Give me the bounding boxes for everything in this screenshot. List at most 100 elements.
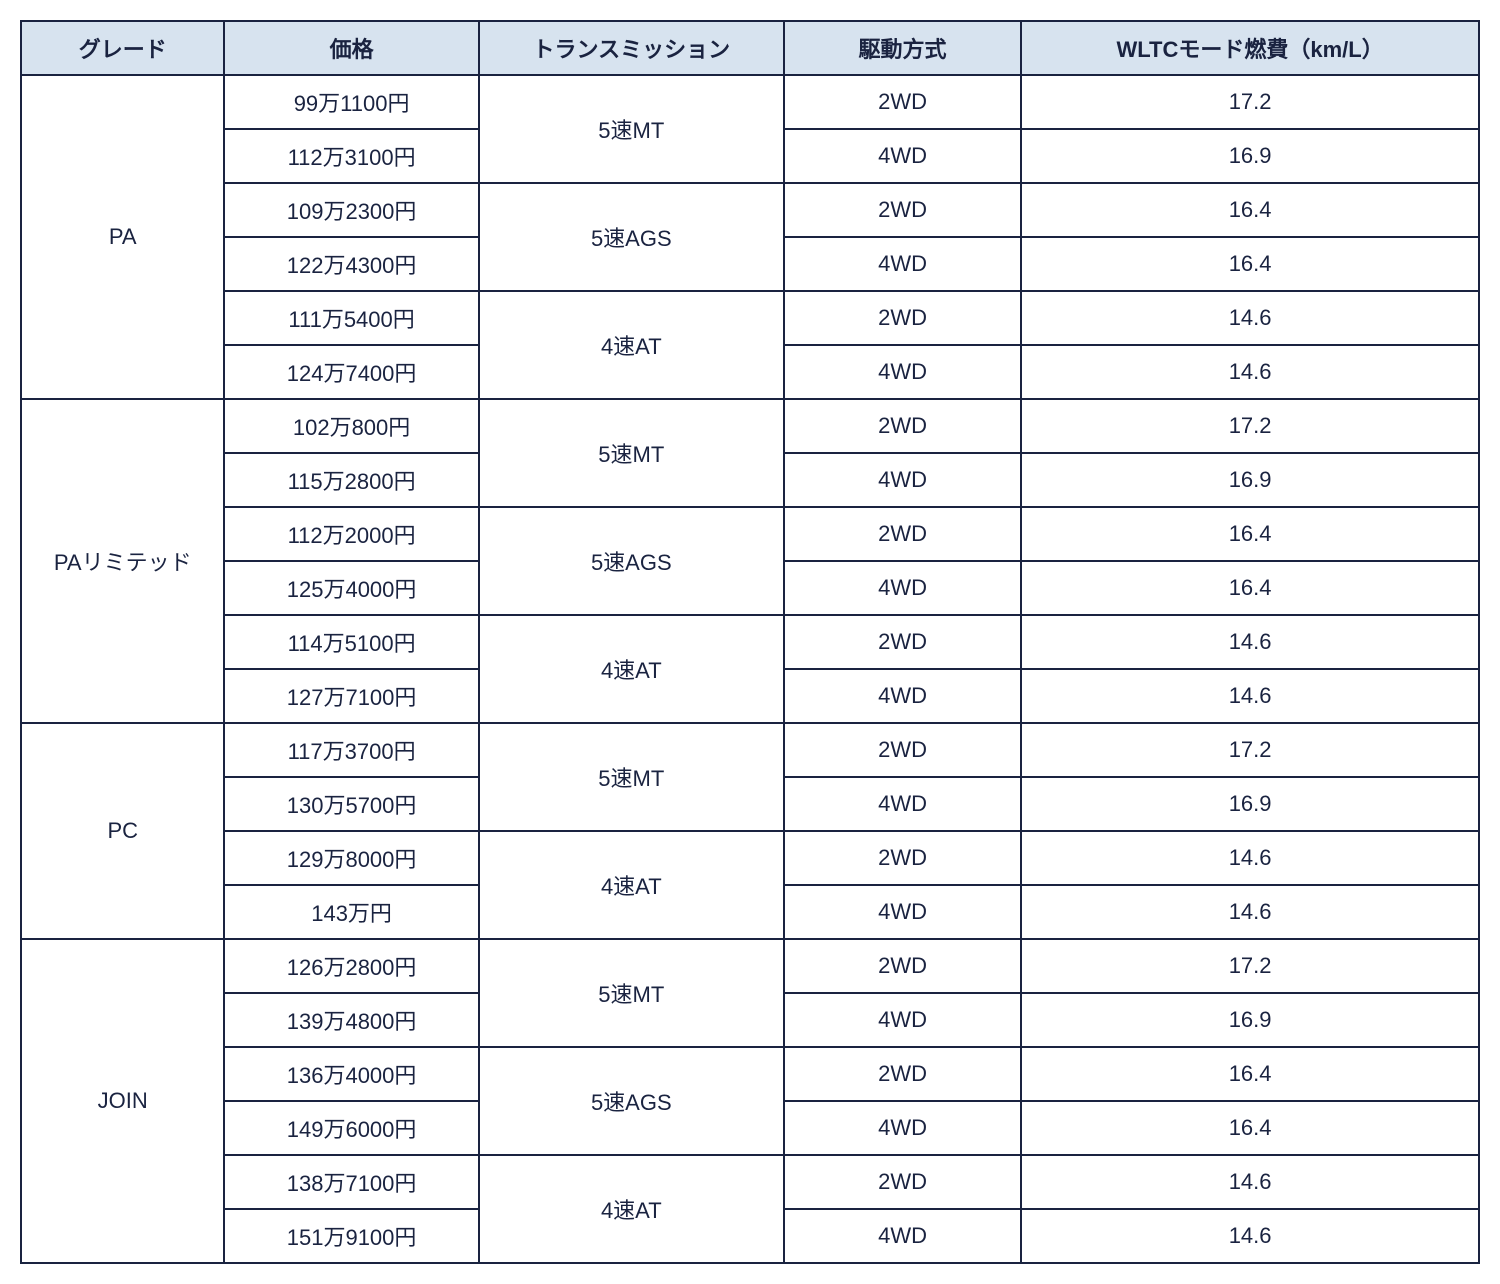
table-header-row: グレード 価格 トランスミッション 駆動方式 WLTCモード燃費（km/L） xyxy=(21,21,1479,75)
price-cell: 111万5400円 xyxy=(224,291,478,345)
price-cell: 109万2300円 xyxy=(224,183,478,237)
price-cell: 136万4000円 xyxy=(224,1047,478,1101)
transmission-cell: 5速MT xyxy=(479,723,784,831)
drive-cell: 2WD xyxy=(784,507,1021,561)
drive-cell: 4WD xyxy=(784,777,1021,831)
fuel-cell: 14.6 xyxy=(1021,1155,1479,1209)
table-row: 111万5400円4速AT2WD14.6 xyxy=(21,291,1479,345)
drive-cell: 2WD xyxy=(784,75,1021,129)
col-header-price: 価格 xyxy=(224,21,478,75)
grade-cell: PC xyxy=(21,723,224,939)
table-row: PA99万1100円5速MT2WD17.2 xyxy=(21,75,1479,129)
fuel-cell: 16.9 xyxy=(1021,993,1479,1047)
drive-cell: 2WD xyxy=(784,1047,1021,1101)
fuel-cell: 16.9 xyxy=(1021,453,1479,507)
transmission-cell: 5速MT xyxy=(479,939,784,1047)
price-cell: 129万8000円 xyxy=(224,831,478,885)
drive-cell: 2WD xyxy=(784,723,1021,777)
table-row: 112万2000円5速AGS2WD16.4 xyxy=(21,507,1479,561)
drive-cell: 4WD xyxy=(784,1209,1021,1263)
price-cell: 102万800円 xyxy=(224,399,478,453)
table-row: 136万4000円5速AGS2WD16.4 xyxy=(21,1047,1479,1101)
fuel-cell: 16.4 xyxy=(1021,1101,1479,1155)
drive-cell: 2WD xyxy=(784,399,1021,453)
fuel-cell: 17.2 xyxy=(1021,723,1479,777)
spec-table: グレード 価格 トランスミッション 駆動方式 WLTCモード燃費（km/L） P… xyxy=(20,20,1480,1264)
fuel-cell: 16.4 xyxy=(1021,237,1479,291)
fuel-cell: 16.9 xyxy=(1021,129,1479,183)
drive-cell: 4WD xyxy=(784,453,1021,507)
price-cell: 112万2000円 xyxy=(224,507,478,561)
price-cell: 125万4000円 xyxy=(224,561,478,615)
table-row: 138万7100円4速AT2WD14.6 xyxy=(21,1155,1479,1209)
transmission-cell: 5速AGS xyxy=(479,183,784,291)
col-header-fuel: WLTCモード燃費（km/L） xyxy=(1021,21,1479,75)
col-header-grade: グレード xyxy=(21,21,224,75)
fuel-cell: 16.4 xyxy=(1021,507,1479,561)
drive-cell: 2WD xyxy=(784,291,1021,345)
drive-cell: 4WD xyxy=(784,237,1021,291)
transmission-cell: 4速AT xyxy=(479,291,784,399)
drive-cell: 2WD xyxy=(784,1155,1021,1209)
transmission-cell: 4速AT xyxy=(479,1155,784,1263)
price-cell: 122万4300円 xyxy=(224,237,478,291)
fuel-cell: 14.6 xyxy=(1021,1209,1479,1263)
price-cell: 127万7100円 xyxy=(224,669,478,723)
drive-cell: 4WD xyxy=(784,885,1021,939)
price-cell: 139万4800円 xyxy=(224,993,478,1047)
fuel-cell: 17.2 xyxy=(1021,939,1479,993)
price-cell: 112万3100円 xyxy=(224,129,478,183)
table-row: 129万8000円4速AT2WD14.6 xyxy=(21,831,1479,885)
table-row: JOIN126万2800円5速MT2WD17.2 xyxy=(21,939,1479,993)
table-body: PA99万1100円5速MT2WD17.2112万3100円4WD16.9109… xyxy=(21,75,1479,1263)
table-row: PC117万3700円5速MT2WD17.2 xyxy=(21,723,1479,777)
price-cell: 117万3700円 xyxy=(224,723,478,777)
drive-cell: 4WD xyxy=(784,129,1021,183)
transmission-cell: 4速AT xyxy=(479,615,784,723)
price-cell: 124万7400円 xyxy=(224,345,478,399)
fuel-cell: 16.4 xyxy=(1021,183,1479,237)
transmission-cell: 5速AGS xyxy=(479,507,784,615)
drive-cell: 4WD xyxy=(784,669,1021,723)
price-cell: 149万6000円 xyxy=(224,1101,478,1155)
col-header-transmission: トランスミッション xyxy=(479,21,784,75)
price-cell: 115万2800円 xyxy=(224,453,478,507)
transmission-cell: 5速AGS xyxy=(479,1047,784,1155)
drive-cell: 2WD xyxy=(784,615,1021,669)
drive-cell: 4WD xyxy=(784,561,1021,615)
price-cell: 130万5700円 xyxy=(224,777,478,831)
price-cell: 143万円 xyxy=(224,885,478,939)
transmission-cell: 5速MT xyxy=(479,399,784,507)
col-header-drive: 駆動方式 xyxy=(784,21,1021,75)
fuel-cell: 14.6 xyxy=(1021,831,1479,885)
fuel-cell: 16.4 xyxy=(1021,561,1479,615)
table-row: 109万2300円5速AGS2WD16.4 xyxy=(21,183,1479,237)
drive-cell: 4WD xyxy=(784,1101,1021,1155)
price-cell: 138万7100円 xyxy=(224,1155,478,1209)
drive-cell: 2WD xyxy=(784,183,1021,237)
fuel-cell: 14.6 xyxy=(1021,885,1479,939)
fuel-cell: 14.6 xyxy=(1021,669,1479,723)
table-row: PAリミテッド102万800円5速MT2WD17.2 xyxy=(21,399,1479,453)
drive-cell: 2WD xyxy=(784,831,1021,885)
price-cell: 99万1100円 xyxy=(224,75,478,129)
table-row: 114万5100円4速AT2WD14.6 xyxy=(21,615,1479,669)
transmission-cell: 5速MT xyxy=(479,75,784,183)
fuel-cell: 17.2 xyxy=(1021,399,1479,453)
fuel-cell: 16.4 xyxy=(1021,1047,1479,1101)
grade-cell: JOIN xyxy=(21,939,224,1263)
price-cell: 151万9100円 xyxy=(224,1209,478,1263)
fuel-cell: 16.9 xyxy=(1021,777,1479,831)
price-cell: 126万2800円 xyxy=(224,939,478,993)
drive-cell: 4WD xyxy=(784,345,1021,399)
fuel-cell: 14.6 xyxy=(1021,291,1479,345)
drive-cell: 2WD xyxy=(784,939,1021,993)
grade-cell: PA xyxy=(21,75,224,399)
drive-cell: 4WD xyxy=(784,993,1021,1047)
transmission-cell: 4速AT xyxy=(479,831,784,939)
price-cell: 114万5100円 xyxy=(224,615,478,669)
grade-cell: PAリミテッド xyxy=(21,399,224,723)
fuel-cell: 17.2 xyxy=(1021,75,1479,129)
fuel-cell: 14.6 xyxy=(1021,345,1479,399)
fuel-cell: 14.6 xyxy=(1021,615,1479,669)
